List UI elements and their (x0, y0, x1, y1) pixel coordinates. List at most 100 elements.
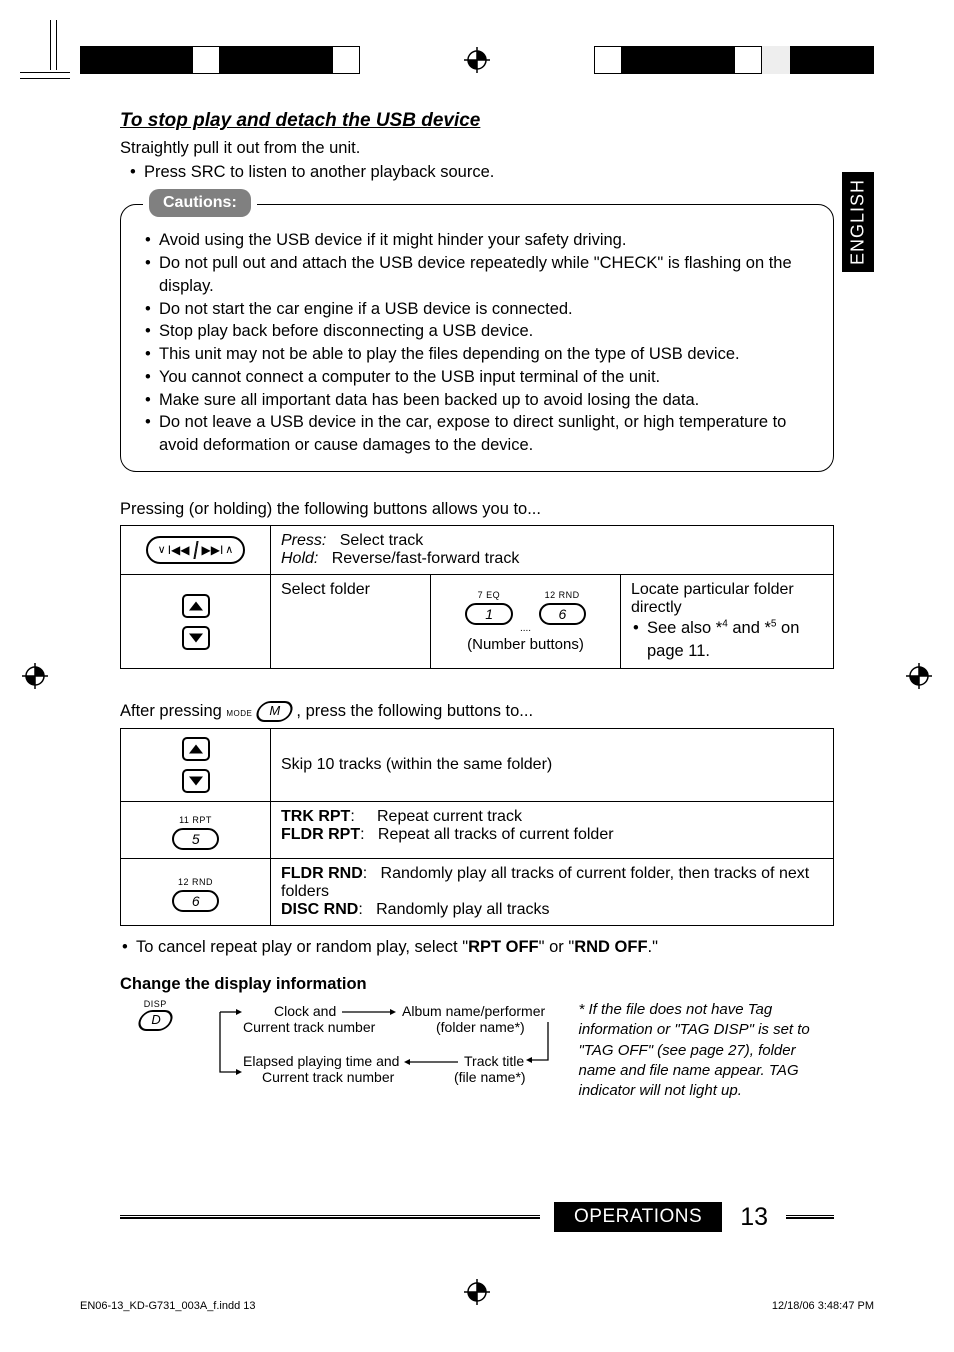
section-bullets: Press SRC to listen to another playback … (120, 161, 834, 184)
disc-rnd-label: DISC RND (281, 901, 358, 918)
table-row: 12 RND 6 FLDR RND: Randomly play all tra… (121, 859, 834, 926)
color-swatches-left (80, 46, 360, 74)
list-item: Avoid using the USB device if it might h… (145, 229, 815, 252)
registration-mark-icon (464, 47, 490, 73)
fldr-rnd-label: FLDR RND (281, 865, 363, 882)
button-cell (121, 729, 271, 802)
after-pressing-intro: After pressing MODE M , press the follow… (120, 701, 834, 722)
trk-rpt-text: Repeat current track (377, 808, 522, 825)
button-cell (121, 574, 271, 669)
table-row: ∨I◀◀ ▶▶I∧ Press: Select track Hold: Reve… (121, 525, 834, 574)
page-content: ENGLISH To stop play and detach the USB … (120, 110, 834, 1232)
list-item: This unit may not be able to play the fi… (145, 343, 815, 366)
flow-arrows-icon: Clock and Current track number Album nam… (214, 1000, 554, 1090)
cautions-label-wrap: Cautions: (143, 189, 257, 217)
registration-mark-left-icon (22, 663, 48, 689)
table-row: Select folder 7 EQ 1 12 RND 6 .... (Numb… (121, 574, 834, 669)
registration-bottom (0, 1262, 954, 1322)
cautions-label: Cautions: (149, 189, 251, 217)
flow-diagram: Clock and Current track number Album nam… (214, 1000, 554, 1101)
controls-table-2: Skip 10 tracks (within the same folder) … (120, 728, 834, 926)
down-arrow-icon (182, 769, 210, 793)
svg-text:Elapsed playing time and: Elapsed playing time and (243, 1053, 399, 1069)
footer-chip: OPERATIONS (554, 1202, 722, 1232)
display-flow: DISP D Clock and Current track number Al… (120, 1000, 834, 1101)
number-button-icon: 6 (539, 603, 586, 625)
skip-buttons-icon: ∨I◀◀ ▶▶I∧ (146, 536, 246, 564)
print-footer: EN06-13_KD-G731_003A_f.indd 13 12/18/06 … (80, 1300, 874, 1312)
press-text: Select track (340, 532, 424, 549)
num-label: 11 RPT (179, 816, 212, 825)
svg-text:(folder name*): (folder name*) (436, 1019, 525, 1035)
list-item: You cannot connect a computer to the USB… (145, 366, 815, 389)
change-display-title: Change the display information (120, 975, 834, 994)
table-row: 11 RPT 5 TRK RPT: Repeat current track F… (121, 802, 834, 859)
number-button-icon: 1 (465, 603, 512, 625)
disp-label: DISP (120, 1000, 190, 1009)
page-number: 13 (736, 1203, 772, 1232)
disp-button-icon: D (135, 1010, 175, 1031)
num-label: 7 EQ (478, 591, 501, 600)
locate-line1: Locate particular folder directly (631, 581, 794, 616)
svg-text:(file name*): (file name*) (454, 1069, 526, 1085)
fldr-rpt-text: Repeat all tracks of current folder (378, 826, 614, 843)
cautions-box: Cautions: Avoid using the USB device if … (120, 204, 834, 472)
registration-top (0, 30, 954, 90)
number-button-icon: 6 (172, 890, 219, 912)
cell-rpt: TRK RPT: Repeat current track FLDR RPT: … (271, 802, 834, 859)
button-cell: 11 RPT 5 (121, 802, 271, 859)
language-tab: ENGLISH (842, 172, 874, 272)
number-button-icon: 5 (172, 828, 219, 850)
list-item: See also *4 and *5 on page 11. (633, 617, 823, 663)
trk-rpt-label: TRK RPT (281, 808, 350, 825)
list-item: Make sure all important data has been ba… (145, 389, 815, 412)
footer-rule-tail (786, 1215, 834, 1219)
crop-line (20, 78, 70, 79)
button-cell: ∨I◀◀ ▶▶I∧ (121, 525, 271, 574)
disc-rnd-text: Randomly play all tracks (376, 901, 549, 918)
hold-text: Reverse/fast-forward track (332, 550, 520, 567)
mode-label: MODE (226, 709, 252, 718)
print-footer-right: 12/18/06 3:48:47 PM (772, 1300, 874, 1312)
svg-text:Clock and: Clock and (274, 1003, 336, 1019)
cell-number-buttons: 7 EQ 1 12 RND 6 .... (Number buttons) (431, 574, 621, 669)
num-label: 12 RND (545, 591, 580, 600)
section-body-line: Straightly pull it out from the unit. (120, 138, 834, 159)
hold-label: Hold: (281, 550, 318, 567)
page-footer: OPERATIONS 13 (120, 1202, 834, 1232)
display-note: * If the file does not have Tag informat… (578, 1000, 834, 1101)
after-prefix: After pressing (120, 702, 226, 720)
cancel-note-list: To cancel repeat play or random play, se… (120, 936, 834, 959)
list-item: Press SRC to listen to another playback … (130, 161, 834, 184)
fldr-rpt-label: FLDR RPT (281, 826, 360, 843)
num-caption: (Number buttons) (441, 636, 610, 653)
color-swatches-right (594, 46, 874, 74)
down-arrow-icon (182, 626, 210, 650)
list-item: Stop play back before disconnecting a US… (145, 320, 815, 343)
list-item: Do not pull out and attach the USB devic… (145, 252, 815, 298)
svg-text:Current track number: Current track number (243, 1019, 376, 1035)
up-arrow-icon (182, 594, 210, 618)
cell-rnd: FLDR RND: Randomly play all tracks of cu… (271, 859, 834, 926)
crop-line (20, 72, 70, 73)
disp-button-area: DISP D (120, 1000, 190, 1101)
print-footer-left: EN06-13_KD-G731_003A_f.indd 13 (80, 1300, 256, 1312)
footer-rule (120, 1215, 540, 1219)
crop-line (50, 20, 51, 70)
cell-select-folder: Select folder (271, 574, 431, 669)
registration-mark-right-icon (906, 663, 932, 689)
num-label: 12 RND (178, 878, 213, 887)
table-row: Skip 10 tracks (within the same folder) (121, 729, 834, 802)
list-item: Do not leave a USB device in the car, ex… (145, 411, 815, 457)
cell-press-hold: Press: Select track Hold: Reverse/fast-f… (271, 525, 834, 574)
svg-text:Current track number: Current track number (262, 1069, 395, 1085)
cancel-note: To cancel repeat play or random play, se… (122, 936, 834, 959)
svg-text:Track title: Track title (464, 1053, 524, 1069)
after-suffix: , press the following buttons to... (296, 702, 533, 720)
section-title: To stop play and detach the USB device (120, 110, 834, 132)
mode-button-icon: M (254, 701, 296, 722)
pressing-intro: Pressing (or holding) the following butt… (120, 500, 834, 519)
crop-line (56, 20, 57, 70)
cell-locate-folder: Locate particular folder directly See al… (621, 574, 834, 669)
press-label: Press: (281, 532, 326, 549)
